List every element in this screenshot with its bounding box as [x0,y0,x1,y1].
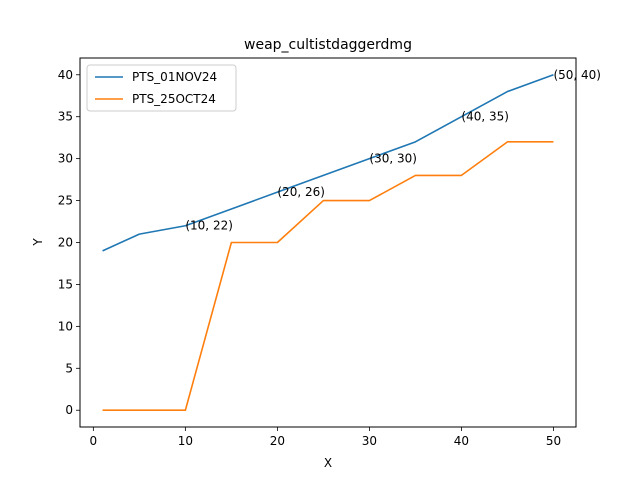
point-annotation: (20, 26) [277,185,325,199]
x-tick-label: 50 [546,434,561,448]
legend-label: PTS_01NOV24 [132,70,217,84]
y-axis-label: Y [31,238,45,247]
point-annotation: (10, 22) [185,219,233,233]
y-tick-label: 0 [65,403,73,417]
point-annotation: (40, 35) [461,110,509,124]
y-tick-label: 30 [58,152,73,166]
x-tick-label: 10 [178,434,193,448]
x-tick-label: 20 [270,434,285,448]
y-tick-label: 10 [58,319,73,333]
x-tick-label: 40 [454,434,469,448]
plot-area [102,74,554,412]
point-annotations: (10, 22) (20, 26) (30, 30) (40, 35) (50, 40) [185,68,601,233]
y-tick-label: 15 [58,277,73,291]
y-tick-label: 35 [58,110,73,124]
legend-box [86,64,237,112]
series-line-pts_01nov24 [102,74,554,252]
x-tick-label: 0 [90,434,98,448]
y-tick-label: 5 [65,361,73,375]
y-axis: 0 5 10 15 20 25 30 35 40 [58,68,80,417]
series-line-pts_25oct24 [102,141,554,412]
legend: PTS_01NOV24 PTS_25OCT24 [86,64,237,112]
y-tick-label: 20 [58,236,73,250]
chart-title: weap_cultistdaggerdmg [244,37,412,53]
x-tick-label: 30 [362,434,377,448]
y-tick-label: 40 [58,68,73,82]
point-annotation: (50, 40) [553,68,601,82]
point-annotation: (30, 30) [369,152,417,166]
x-axis-label: X [324,456,332,470]
x-axis: 0 10 20 30 40 50 [90,427,561,448]
y-tick-label: 25 [58,194,73,208]
legend-label: PTS_25OCT24 [132,92,216,106]
